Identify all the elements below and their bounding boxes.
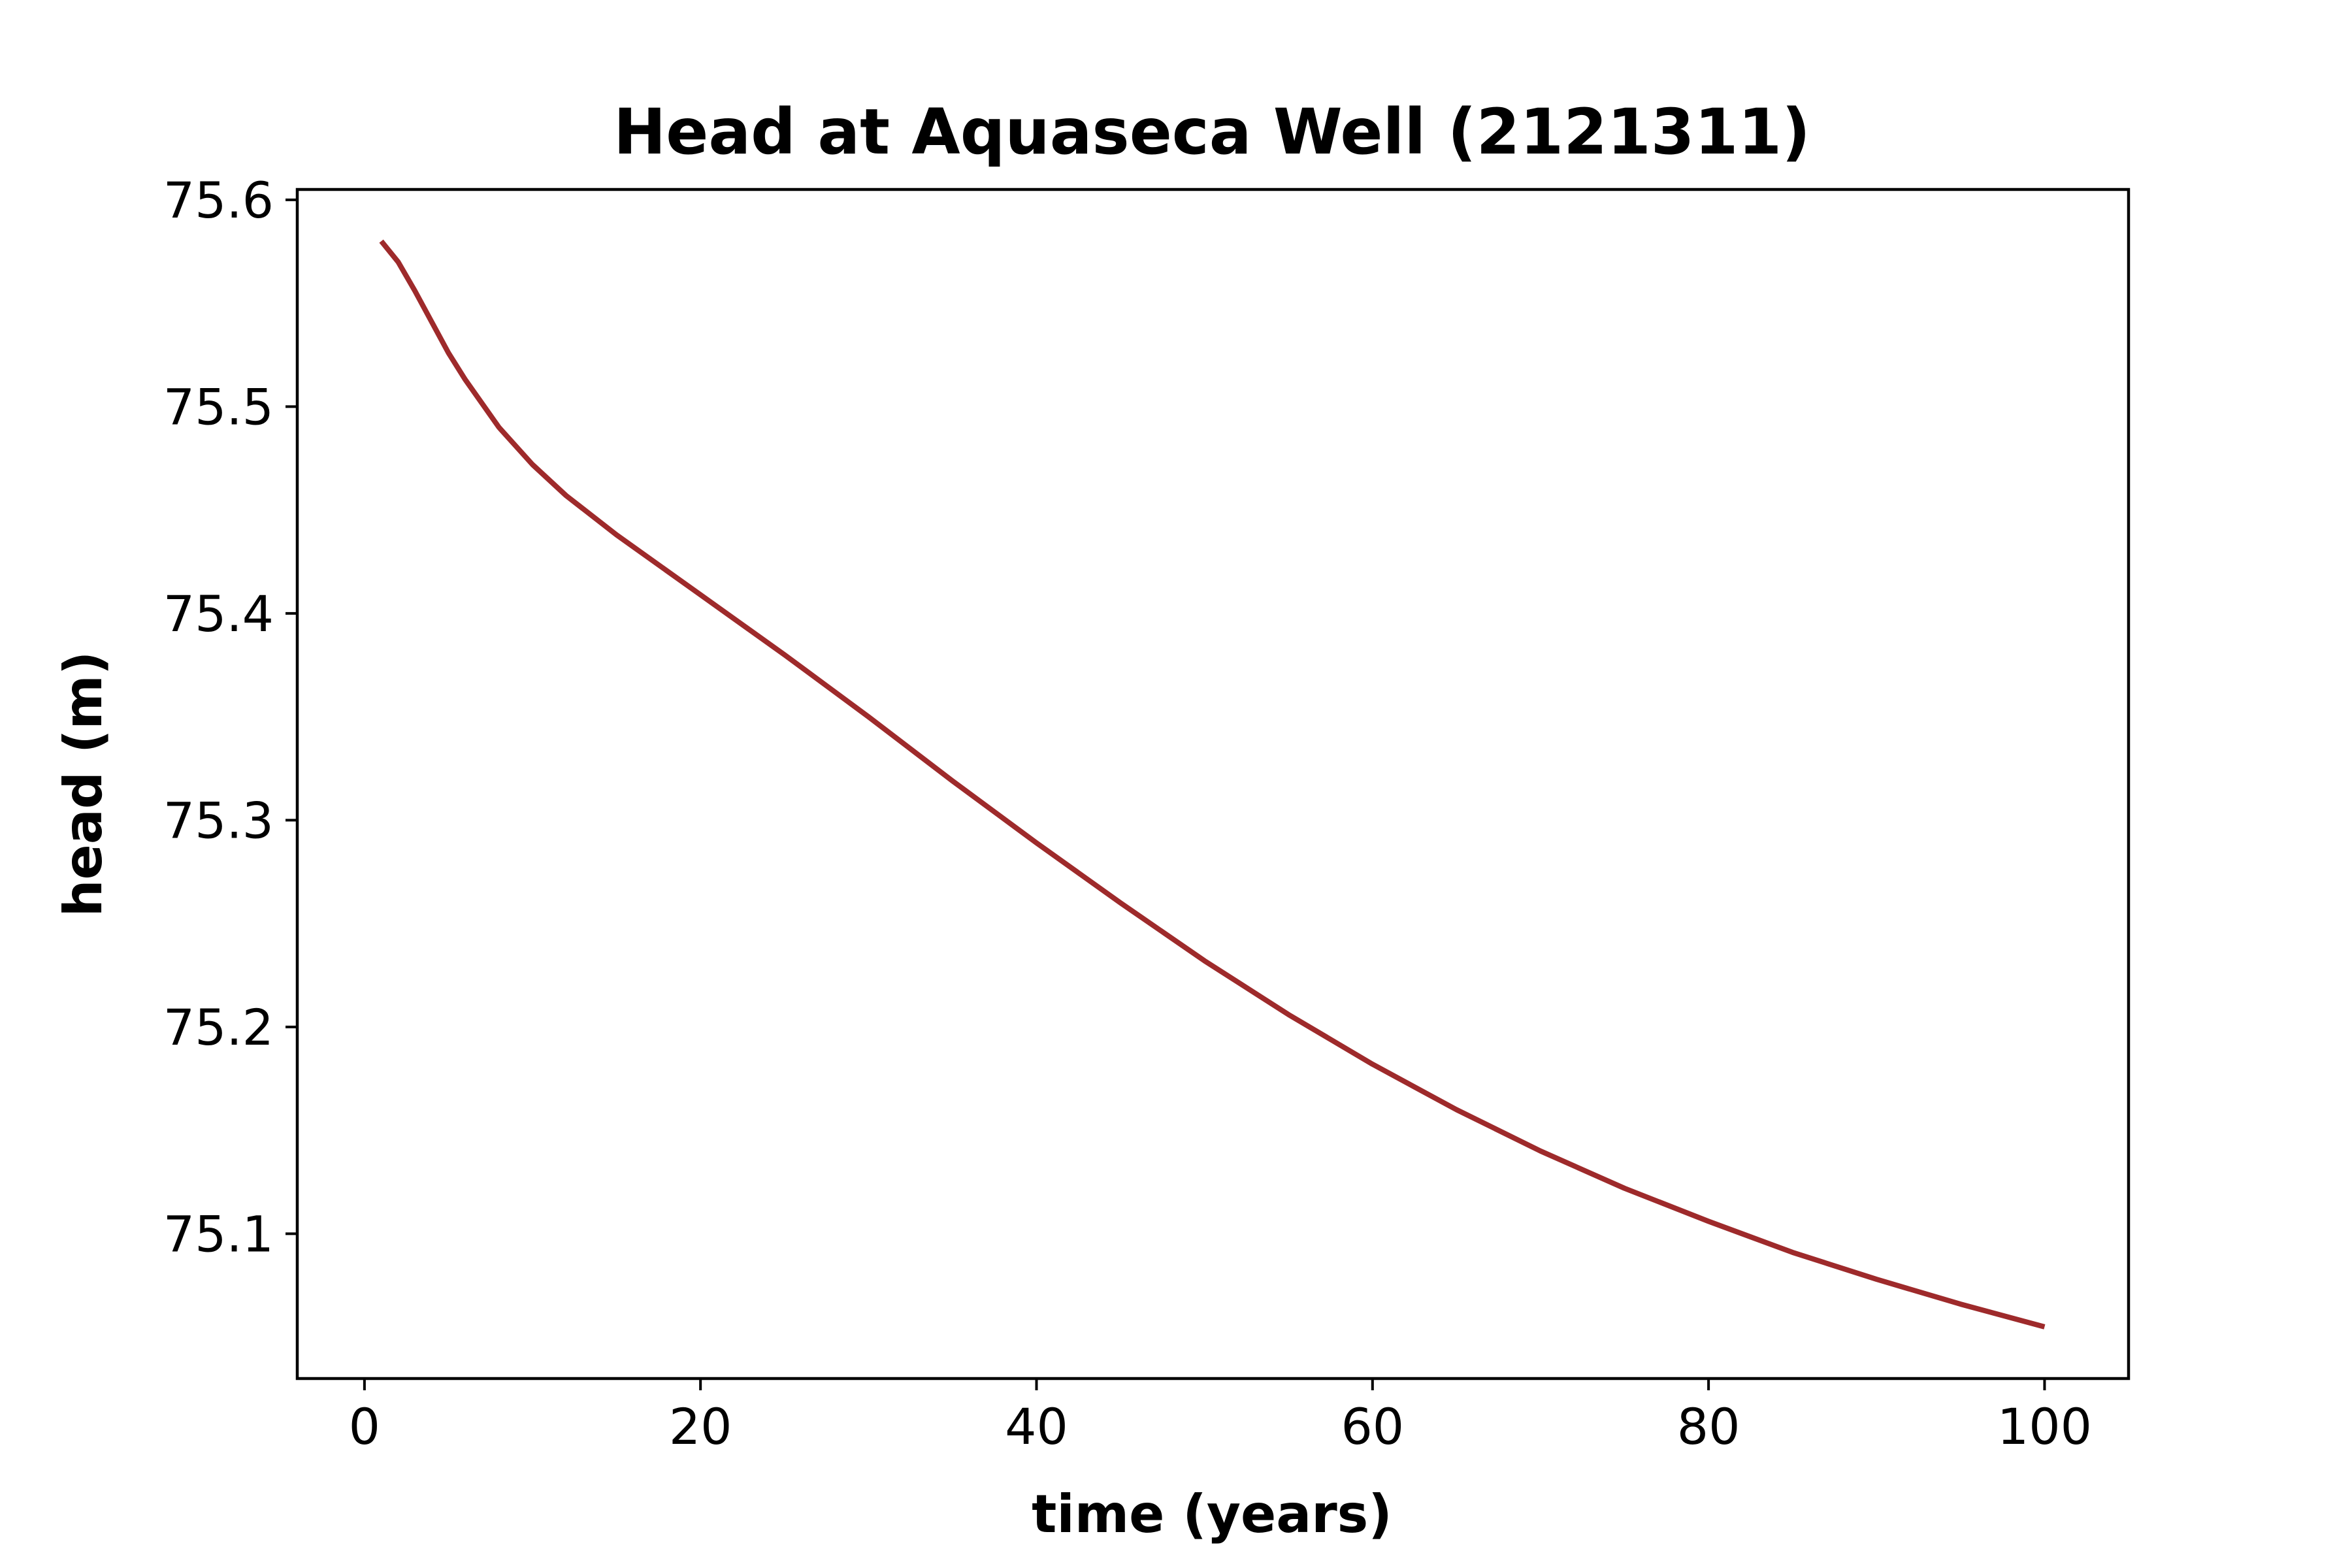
y-tick-label: 75.5 bbox=[163, 378, 274, 436]
y-tick-label: 75.1 bbox=[163, 1205, 274, 1263]
x-tick-label: 80 bbox=[1677, 1397, 1740, 1456]
y-axis: 75.1 75.2 75.3 75.4 75.5 75.6 bbox=[163, 171, 297, 1263]
y-tick-label: 75.4 bbox=[163, 585, 274, 643]
x-tick-label: 60 bbox=[1341, 1397, 1404, 1456]
series-layer bbox=[379, 239, 2046, 1330]
y-tick-label: 75.6 bbox=[163, 171, 274, 229]
x-tick-label: 100 bbox=[1997, 1397, 2092, 1456]
chart-title: Head at Aquaseca Well (2121311) bbox=[613, 95, 1810, 169]
plot-frame bbox=[295, 188, 2131, 1380]
x-tick-label: 40 bbox=[1005, 1397, 1068, 1456]
series-line-0 bbox=[379, 239, 2046, 1330]
x-axis: 0 20 40 60 80 100 bbox=[349, 1379, 2092, 1456]
y-tick-label: 75.2 bbox=[163, 998, 274, 1056]
x-tick-label: 20 bbox=[669, 1397, 732, 1456]
x-axis-title: time (years) bbox=[1032, 1484, 1392, 1544]
x-tick-label: 0 bbox=[349, 1397, 380, 1456]
y-tick-label: 75.3 bbox=[163, 791, 274, 849]
y-axis-title: head (m) bbox=[53, 651, 114, 917]
plot-area bbox=[295, 188, 2131, 1380]
